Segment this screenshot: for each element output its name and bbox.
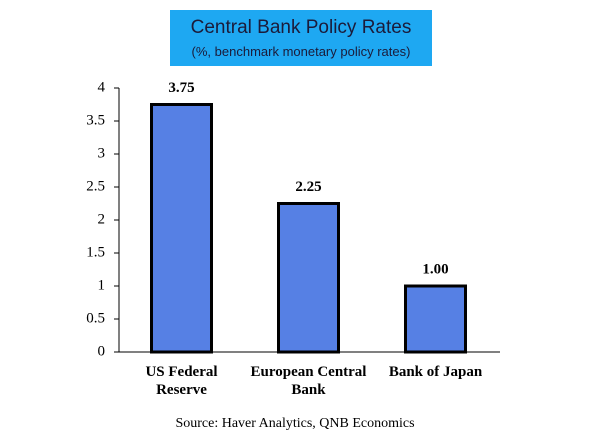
x-tick-label: US Federal Reserve bbox=[145, 364, 218, 398]
y-tick-label: 3 bbox=[98, 145, 106, 161]
chart-title: Central Bank Policy Rates bbox=[190, 17, 412, 38]
value-label: 3.75 bbox=[168, 80, 194, 96]
bar bbox=[277, 202, 340, 354]
value-label: 2.25 bbox=[295, 179, 321, 195]
title-box: Central Bank Policy Rates (%, benchmark … bbox=[170, 10, 432, 66]
x-tick-label: Bank of Japan bbox=[388, 364, 483, 380]
bar bbox=[150, 103, 213, 354]
y-tick-label: 3.5 bbox=[86, 112, 105, 128]
bar bbox=[404, 284, 467, 354]
y-tick-label: 0.5 bbox=[86, 310, 105, 326]
x-tick-label: European Central Bank bbox=[250, 364, 367, 398]
y-tick-label: 1.5 bbox=[86, 244, 105, 260]
y-tick-label: 1 bbox=[98, 277, 106, 293]
value-label: 1.00 bbox=[422, 261, 448, 277]
y-tick-label: 0 bbox=[98, 343, 106, 359]
y-tick-label: 4 bbox=[98, 79, 106, 95]
y-tick-label: 2 bbox=[98, 211, 106, 227]
y-tick-label: 2.5 bbox=[86, 178, 105, 194]
source: Source: Haver Analytics, QNB Economics bbox=[175, 416, 415, 431]
chart-subtitle: (%, benchmark monetary policy rates) bbox=[191, 44, 411, 59]
